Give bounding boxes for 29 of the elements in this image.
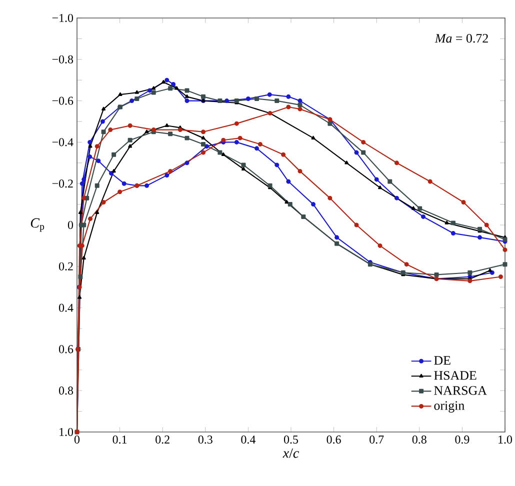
y-tick-label: 0.4 [58,304,74,312]
x-tick-label: 0.4 [241,436,256,444]
x-tick-label: 0.8 [412,436,426,444]
x-tick-label: 0 [74,436,80,444]
x-tick-label: 0.5 [284,436,298,444]
x-tick-label: 0.1 [112,436,127,444]
y-tick-label: 0.2 [58,262,73,270]
y-axis-title: C$_{p}$ [30,218,44,232]
y-tick-label: −0.6 [52,96,74,105]
legend-label: NARSGA [434,386,487,395]
y-tick-label: −1.0 [52,14,74,22]
annotation: Ma = 0.72 [434,34,488,43]
x-tick-label: 0.6 [326,436,341,444]
y-tick-label: −0.8 [52,55,74,64]
y-tick-label: 0.6 [58,345,74,354]
y-tick-label: 1.0 [60,428,74,436]
legend-label: HSADE [434,371,476,380]
x-tick-label: 0.3 [198,436,212,444]
y-tick-label: 0.8 [58,386,74,395]
x-tick-label: 0.2 [156,436,170,444]
y-tick-label: 0 [68,220,74,230]
legend-label: origin [434,401,464,413]
y-tick-label: −0.4 [52,138,74,146]
x-tick-label: 1.0 [498,436,512,444]
y-tick-label: −0.2 [52,180,73,188]
legend-label: DE [434,356,450,365]
x-tick-label: 0.9 [455,436,470,444]
x-tick-label: 0.7 [370,436,384,444]
x-axis-title: x/c [282,448,299,458]
